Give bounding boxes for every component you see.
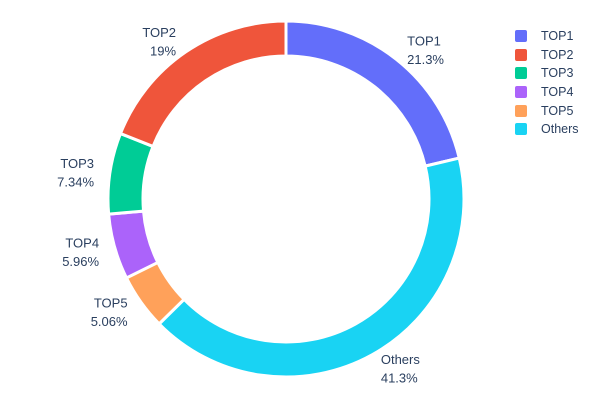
legend-item-TOP3[interactable]: TOP3: [515, 64, 579, 83]
legend-item-TOP4[interactable]: TOP4: [515, 83, 579, 102]
legend-item-TOP5[interactable]: TOP5: [515, 101, 579, 120]
slice-label-TOP1: TOP1 21.3%: [407, 33, 444, 67]
legend-item-TOP1[interactable]: TOP1: [515, 27, 579, 46]
legend-label-TOP1: TOP1: [541, 29, 574, 44]
legend-label-TOP5: TOP5: [541, 103, 574, 118]
legend-item-Others[interactable]: Others: [515, 120, 579, 139]
slice-label-TOP5: TOP5 5.06%: [91, 295, 128, 329]
legend-swatch-TOP3: [515, 67, 527, 80]
legend-label-Others: Others: [541, 122, 579, 137]
pie-slice-TOP2[interactable]: [118, 19, 288, 148]
slice-label-TOP2: TOP2 19%: [142, 25, 176, 59]
legend-swatch-Others: [515, 123, 527, 136]
legend-swatch-TOP5: [515, 104, 527, 117]
legend-swatch-TOP1: [515, 30, 527, 43]
legend-label-TOP4: TOP4: [541, 85, 574, 100]
legend-label-TOP2: TOP2: [541, 47, 574, 62]
slice-label-Others: Others 41.3%: [381, 352, 421, 386]
legend-item-TOP2[interactable]: TOP2: [515, 46, 579, 65]
pie-slice-TOP3[interactable]: [106, 132, 155, 216]
legend-swatch-TOP2: [515, 48, 527, 61]
legend-swatch-TOP4: [515, 86, 527, 99]
pie-slice-Others[interactable]: [157, 156, 466, 379]
legend-label-TOP3: TOP3: [541, 66, 574, 81]
legend: TOP1 TOP2 TOP3 TOP4 TOP5 Others: [515, 27, 579, 139]
slice-label-TOP4: TOP4 5.96%: [62, 236, 99, 269]
slice-label-TOP3: TOP3 7.34%: [57, 156, 94, 190]
